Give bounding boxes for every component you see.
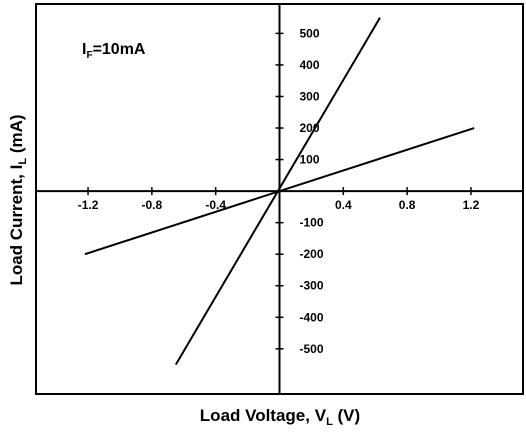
series-line-2 [174,17,381,366]
y-axis-title-sub: L [17,158,29,165]
annotation-main: I [82,41,86,58]
x-tick-label: -0.4 [205,198,226,212]
annotation-rest: =10mA [93,41,146,58]
y-tick-label: -200 [300,247,324,261]
y-tick-label: 200 [300,121,320,135]
y-axis-title-main: Load Current, I [7,165,26,286]
y-tick-label: 300 [300,89,320,103]
series-line-1 [84,127,475,256]
x-axis-title-main: Load Voltage, V [200,406,327,425]
annotation-if: IF=10mA [82,41,146,61]
y-tick-label: 500 [300,26,320,40]
annotation-sub: F [86,50,92,61]
y-tick-label: -400 [300,310,324,324]
x-axis-title-unit: (V) [333,406,360,425]
x-tick-label: 0.8 [399,198,416,212]
y-tick-label: 100 [300,153,320,167]
x-tick-label: 0.4 [335,198,352,212]
x-axis-title: Load Voltage, VL (V) [200,406,360,428]
x-tick-label: -1.2 [78,198,99,212]
y-tick-label: -100 [300,216,324,230]
y-tick-label: -500 [300,342,324,356]
y-tick-label: -300 [300,279,324,293]
y-axis-title: Load Current, IL (mA) [7,114,29,285]
y-axis-title-unit: (mA) [7,114,26,157]
plot-frame [35,3,524,395]
x-tick-label: -0.8 [142,198,163,212]
y-tick-label: 400 [300,58,320,72]
x-tick-label: 1.2 [463,198,480,212]
x-axis-title-sub: L [326,416,333,428]
